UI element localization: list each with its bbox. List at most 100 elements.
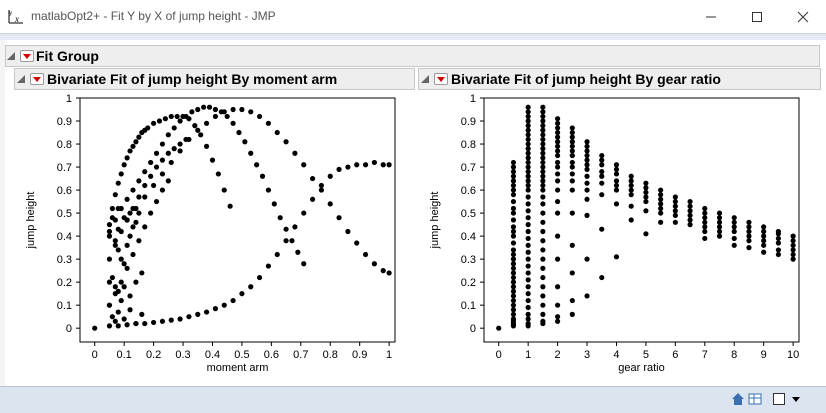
data-point bbox=[510, 251, 517, 258]
red-triangle-menu-icon[interactable] bbox=[20, 50, 34, 62]
data-point bbox=[628, 187, 634, 193]
data-point bbox=[525, 164, 531, 170]
data-point bbox=[106, 302, 113, 308]
svg-text:x: x bbox=[14, 14, 19, 24]
x-tick-label: 0.6 bbox=[264, 349, 279, 361]
data-point bbox=[554, 148, 561, 154]
data-point bbox=[130, 251, 136, 258]
y-tick-label: 0.4 bbox=[461, 231, 476, 243]
data-point bbox=[115, 288, 121, 294]
data-point bbox=[118, 256, 124, 262]
x-tick-label: 1 bbox=[386, 349, 392, 361]
data-point bbox=[569, 311, 575, 317]
red-triangle-menu-icon[interactable] bbox=[30, 73, 44, 85]
data-point bbox=[599, 152, 605, 159]
data-point bbox=[584, 293, 590, 299]
y-tick-label: 0 bbox=[66, 323, 72, 335]
data-point bbox=[265, 187, 272, 193]
data-point bbox=[790, 251, 796, 258]
dropdown-icon[interactable] bbox=[791, 392, 801, 406]
data-point bbox=[148, 159, 154, 166]
data-point bbox=[525, 155, 531, 161]
x-tick-label: 10 bbox=[787, 349, 799, 361]
data-point bbox=[731, 224, 737, 230]
scatter-plot-moment-arm[interactable]: 0 0.1 0.2 0.3 0.4 0.5 0.6 0.7 0.8 0.9 1 0 0.1 0.2 0.3 0… bbox=[20, 92, 415, 382]
data-point bbox=[687, 217, 693, 223]
data-point bbox=[584, 256, 590, 262]
data-point bbox=[525, 208, 531, 214]
jmp-app-icon[interactable]: y x bbox=[8, 8, 24, 24]
data-point bbox=[746, 219, 752, 225]
data-point bbox=[168, 159, 174, 166]
data-point bbox=[274, 251, 280, 258]
data-point bbox=[525, 141, 531, 147]
data-point bbox=[658, 219, 664, 225]
data-point bbox=[510, 302, 517, 308]
data-point bbox=[371, 159, 377, 166]
data-point bbox=[510, 284, 517, 290]
data-point bbox=[643, 185, 649, 191]
data-point bbox=[702, 210, 708, 216]
data-point bbox=[510, 261, 517, 267]
data-point bbox=[790, 247, 796, 253]
data-point bbox=[761, 228, 767, 235]
x-tick-label: 0 bbox=[92, 349, 98, 361]
data-point bbox=[584, 180, 590, 186]
data-point bbox=[112, 318, 118, 324]
data-point bbox=[221, 302, 227, 308]
data-point bbox=[790, 256, 796, 262]
data-point bbox=[106, 228, 113, 235]
red-triangle-menu-icon[interactable] bbox=[434, 73, 448, 85]
data-point bbox=[584, 148, 590, 154]
data-point bbox=[183, 113, 189, 120]
data-point bbox=[203, 143, 210, 149]
home-icon[interactable] bbox=[731, 392, 745, 406]
data-point bbox=[554, 318, 561, 324]
data-point bbox=[790, 233, 796, 239]
data-point bbox=[540, 123, 546, 129]
data-point bbox=[212, 113, 219, 120]
close-button[interactable] bbox=[780, 0, 826, 33]
data-point bbox=[510, 224, 517, 230]
data-point bbox=[277, 215, 283, 221]
data-point bbox=[227, 203, 233, 209]
window-icon[interactable] bbox=[772, 392, 786, 406]
disclosure-icon[interactable] bbox=[16, 74, 26, 84]
data-point bbox=[584, 157, 590, 163]
data-point bbox=[569, 139, 575, 145]
data-point bbox=[109, 215, 115, 221]
data-point bbox=[554, 164, 561, 170]
data-point bbox=[189, 109, 195, 115]
data-point bbox=[236, 129, 242, 136]
maximize-button[interactable] bbox=[734, 0, 780, 33]
data-point bbox=[716, 219, 723, 225]
y-tick-label: 0.2 bbox=[57, 277, 72, 289]
y-tick-label: 0.1 bbox=[461, 300, 476, 312]
data-point bbox=[127, 210, 133, 216]
x-axis-label: moment arm bbox=[207, 362, 269, 374]
y-tick-label: 0.5 bbox=[57, 208, 72, 220]
y-tick-label: 1 bbox=[470, 93, 476, 105]
data-point bbox=[192, 123, 198, 129]
data-point bbox=[613, 178, 620, 184]
data-point bbox=[525, 194, 531, 200]
data-point bbox=[265, 120, 272, 126]
data-point bbox=[159, 171, 166, 177]
disclosure-icon[interactable] bbox=[6, 51, 16, 61]
data-point bbox=[540, 265, 546, 271]
x-tick-label: 3 bbox=[584, 349, 590, 361]
disclosure-icon[interactable] bbox=[420, 74, 430, 84]
data-point bbox=[345, 164, 351, 170]
scatter-plot-gear-ratio[interactable]: 00.10.20.30.40.50.60.70.80.910 1 2 3 4 5 6 7 8 9 1… bbox=[424, 92, 821, 382]
data-point bbox=[186, 314, 192, 320]
data-point bbox=[301, 261, 307, 267]
data-point bbox=[525, 173, 531, 179]
x-tick-label: 0.5 bbox=[234, 349, 249, 361]
data-point bbox=[540, 141, 546, 147]
minimize-button[interactable] bbox=[688, 0, 734, 33]
data-point bbox=[569, 242, 575, 248]
data-point bbox=[584, 143, 590, 149]
data-point bbox=[569, 148, 575, 154]
data-point bbox=[613, 201, 620, 207]
table-icon[interactable] bbox=[748, 392, 762, 406]
